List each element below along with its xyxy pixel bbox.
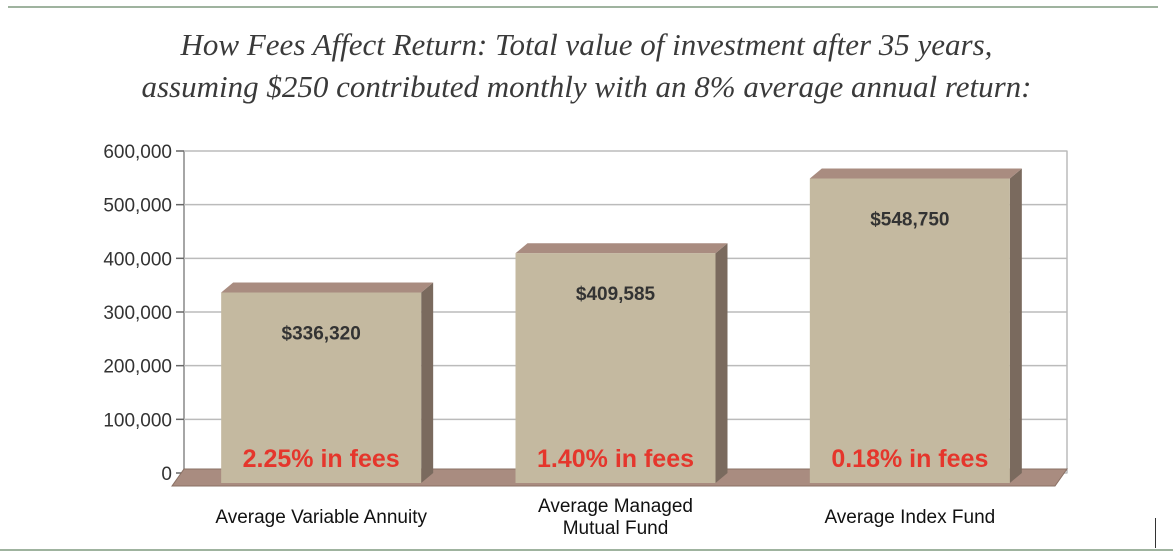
fee-label: 1.40% in fees — [537, 445, 694, 473]
top-rule — [8, 6, 1158, 8]
bar — [809, 178, 1010, 484]
y-tick-label: 100,000 — [103, 410, 172, 431]
bar-value-label: $409,585 — [576, 284, 656, 305]
fee-label: 2.25% in fees — [243, 445, 400, 473]
y-tick-label: 200,000 — [103, 357, 172, 378]
x-category-label: Average Variable Annuity — [215, 507, 427, 528]
bar-side — [1009, 168, 1022, 484]
fee-label: 0.18% in fees — [831, 445, 988, 473]
bar-value-label: $336,320 — [282, 324, 361, 345]
y-tick-label: 300,000 — [103, 303, 172, 324]
bar-layer — [221, 168, 1022, 484]
bar-side — [715, 243, 728, 483]
x-category-label: Average Index Fund — [824, 507, 995, 528]
y-tick-label: 400,000 — [103, 249, 172, 270]
y-tick-label: 600,000 — [103, 142, 172, 163]
bar — [515, 253, 716, 483]
chart-title: How Fees Affect Return: Total value of i… — [0, 24, 1173, 108]
label-layer: $336,320 2.25% in fees Average Variable An… — [215, 210, 995, 539]
bar-top — [809, 168, 1022, 179]
bottom-rule — [0, 549, 1173, 551]
bar — [221, 292, 422, 483]
corner-tick — [1155, 518, 1156, 548]
bar-top — [515, 243, 728, 254]
bar-value-label: $548,750 — [870, 210, 949, 231]
bar-top — [221, 282, 434, 293]
x-category-label: Mutual Fund — [563, 518, 669, 539]
bar-side — [421, 282, 434, 483]
chart-title-line-1: How Fees Affect Return: Total value of i… — [180, 27, 993, 62]
y-tick-label: 500,000 — [103, 196, 172, 217]
chart-title-line-2: assuming $250 contributed monthly with a… — [141, 69, 1032, 104]
y-tick-label: 0 — [161, 464, 172, 485]
x-category-label: Average Managed — [538, 496, 693, 517]
